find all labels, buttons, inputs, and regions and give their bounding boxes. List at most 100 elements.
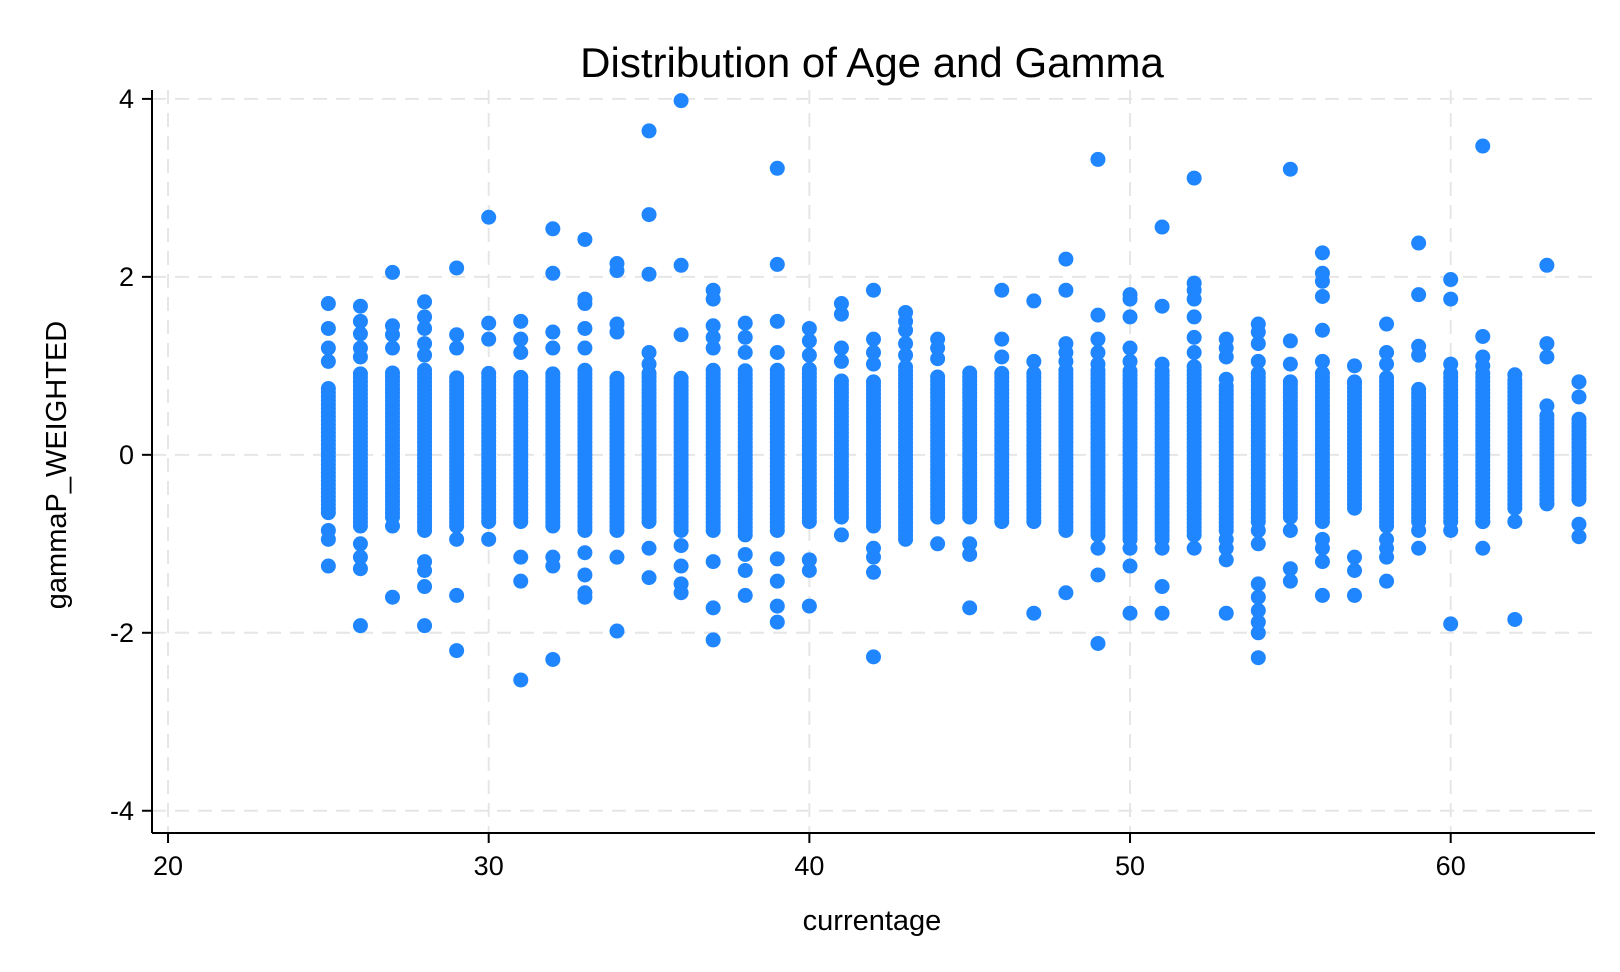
age-column-59 [1411,381,1427,530]
data-point [1250,576,1266,592]
data-point [1154,356,1170,372]
data-point [481,315,497,331]
data-point [352,549,368,565]
x-tick-label: 30 [474,851,504,881]
data-point [1475,358,1491,374]
age-column-46 [994,365,1010,530]
age-column-62 [1507,372,1523,516]
data-point [1122,353,1138,369]
age-column-58 [1379,370,1395,534]
age-column-30 [481,365,497,530]
data-point [320,296,336,312]
data-point [1379,573,1395,589]
data-point [577,567,593,583]
data-point [737,563,753,579]
data-point [1250,614,1266,630]
data-point [801,552,817,568]
data-point [769,614,785,630]
data-point [320,340,336,356]
data-point [1186,359,1202,375]
data-point [1058,585,1074,601]
data-point [1090,567,1106,583]
data-point [705,340,721,356]
data-point [1475,328,1491,344]
data-point [577,545,593,561]
data-point [1475,540,1491,556]
data-point [1475,138,1491,154]
age-column-28 [417,362,433,538]
data-point [1250,353,1266,369]
data-point [1058,282,1074,298]
data-point [352,561,368,577]
data-point [705,554,721,570]
data-point [1282,333,1298,349]
data-point [417,618,433,634]
data-point [352,313,368,329]
data-point [1539,336,1555,352]
data-point [1379,549,1395,565]
data-point [385,589,400,605]
data-point [866,344,881,360]
data-point [449,587,465,603]
age-column-55 [1282,377,1298,525]
data-point [1122,540,1138,556]
data-point [545,265,561,281]
data-point [1571,411,1587,427]
data-point [801,361,817,377]
data-point [994,349,1010,365]
data-point [930,369,946,385]
data-point [449,531,465,547]
data-point [545,558,561,574]
data-point [673,93,689,109]
data-point [833,296,849,312]
data-point [417,563,433,579]
data-point [1314,587,1330,603]
data-point [641,344,657,360]
data-point [449,260,465,276]
data-point [1379,316,1395,332]
data-point [417,294,433,310]
data-point [1154,579,1170,595]
data-point [705,632,721,648]
data-point [1443,616,1459,632]
data-point [1218,371,1234,387]
data-point [449,370,465,386]
data-point [1090,344,1106,360]
data-point [1090,331,1106,347]
data-point [352,326,368,342]
data-point [545,651,561,667]
age-column-42 [866,374,881,534]
data-point [1539,496,1555,512]
data-point [1154,298,1170,314]
data-point [1026,293,1042,309]
data-point [705,329,721,345]
x-tick-label: 40 [794,851,824,881]
data-point [352,298,368,314]
age-column-26 [352,366,368,534]
data-point [930,340,946,356]
data-point [1090,635,1106,651]
data-point [1379,344,1395,360]
data-point [801,347,817,363]
data-point [930,351,946,367]
data-point [962,536,978,552]
data-point [866,331,881,347]
data-points [320,93,1587,688]
data-point [1122,309,1138,325]
data-point [1282,161,1298,177]
age-column-44 [930,369,946,525]
data-point [481,209,497,225]
data-point [1154,605,1170,621]
age-column-25 [320,381,336,521]
data-point [1186,329,1202,345]
age-column-54 [1250,365,1266,530]
data-point [641,540,657,556]
data-point [1314,554,1330,570]
data-point [1186,540,1202,556]
age-column-60 [1443,365,1459,530]
data-point [417,362,433,378]
data-point [417,309,433,325]
data-point [513,573,529,589]
age-column-56 [1314,365,1330,530]
